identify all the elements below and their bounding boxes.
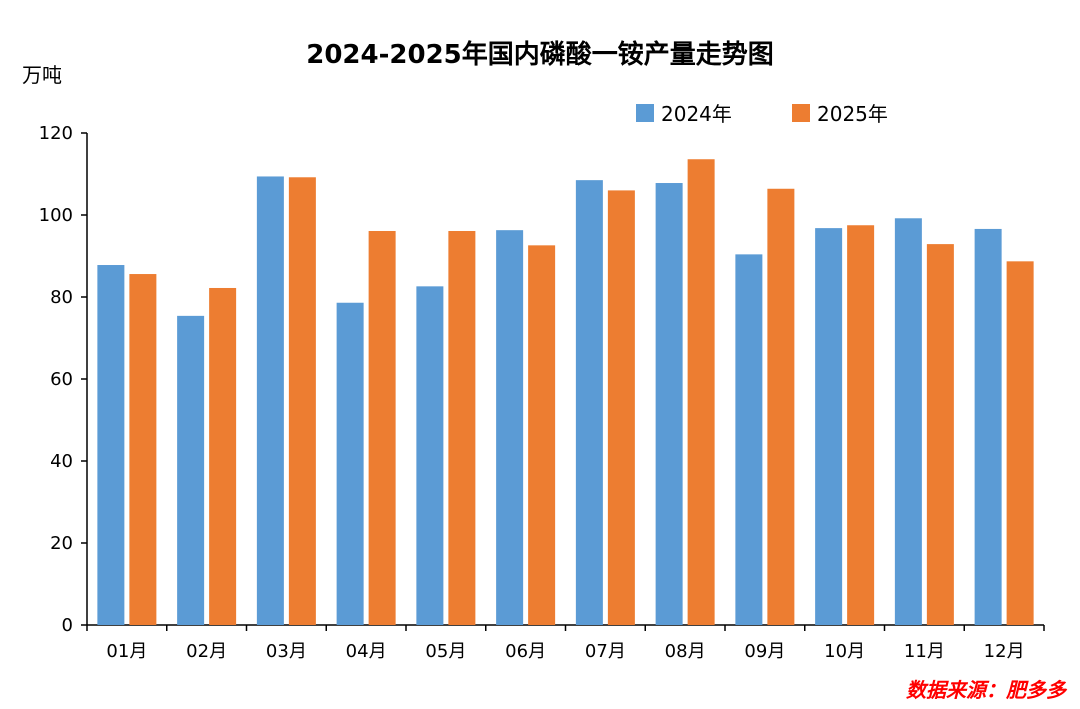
- y-tick-label: 60: [50, 369, 73, 390]
- x-tick-label: 03月: [266, 641, 307, 662]
- bar-2024-10: [815, 228, 843, 625]
- y-tick-label: 100: [39, 205, 73, 226]
- bar-2025-8: [687, 159, 715, 626]
- x-tick-label: 06月: [505, 641, 546, 662]
- bar-2024-12: [974, 228, 1002, 625]
- bar-2025-4: [368, 230, 396, 626]
- y-tick-label: 0: [62, 615, 73, 636]
- chart-title: 2024-2025年国内磷酸一铵产量走势图: [306, 39, 774, 70]
- x-tick-label: 02月: [186, 641, 227, 662]
- bar-2024-11: [894, 218, 922, 625]
- y-tick-label: 20: [50, 533, 73, 554]
- bar-2025-1: [129, 274, 157, 625]
- legend-label-2024: 2024年: [661, 102, 732, 126]
- y-tick-label: 40: [50, 451, 73, 472]
- bar-2025-5: [448, 230, 476, 626]
- bar-2025-9: [767, 188, 795, 625]
- x-tick-label: 05月: [425, 641, 466, 662]
- legend-swatch-2024: [636, 104, 654, 122]
- bar-2025-11: [926, 244, 954, 626]
- x-tick-label: 09月: [744, 641, 785, 662]
- bar-2024-6: [496, 230, 524, 626]
- bar-2024-5: [416, 286, 444, 625]
- x-tick-label: 10月: [824, 641, 865, 662]
- x-tick-label: 08月: [665, 641, 706, 662]
- bar-2024-2: [177, 315, 205, 625]
- y-tick-label: 120: [39, 123, 73, 144]
- bar-2024-9: [735, 254, 763, 626]
- y-axis-label: 万吨: [22, 63, 62, 87]
- x-tick-label: 01月: [106, 641, 147, 662]
- bar-2025-10: [847, 225, 875, 625]
- bar-2024-7: [575, 180, 603, 625]
- bar-2024-8: [655, 183, 683, 625]
- data-source: 数据来源：肥多多: [906, 678, 1068, 702]
- bar-2024-1: [97, 265, 125, 625]
- legend-label-2025: 2025年: [817, 102, 888, 126]
- x-tick-label: 04月: [346, 641, 387, 662]
- bar-2024-3: [256, 176, 284, 625]
- bar-2025-2: [209, 287, 237, 625]
- bar-2025-3: [288, 177, 316, 625]
- y-tick-label: 80: [50, 287, 73, 308]
- x-tick-label: 07月: [585, 641, 626, 662]
- bar-2025-6: [528, 245, 556, 625]
- x-tick-label: 12月: [984, 641, 1025, 662]
- bar-2024-4: [336, 302, 364, 625]
- bar-2025-7: [607, 190, 635, 625]
- x-tick-label: 11月: [904, 641, 945, 662]
- legend-swatch-2025: [792, 104, 810, 122]
- bar-2025-12: [1006, 261, 1034, 625]
